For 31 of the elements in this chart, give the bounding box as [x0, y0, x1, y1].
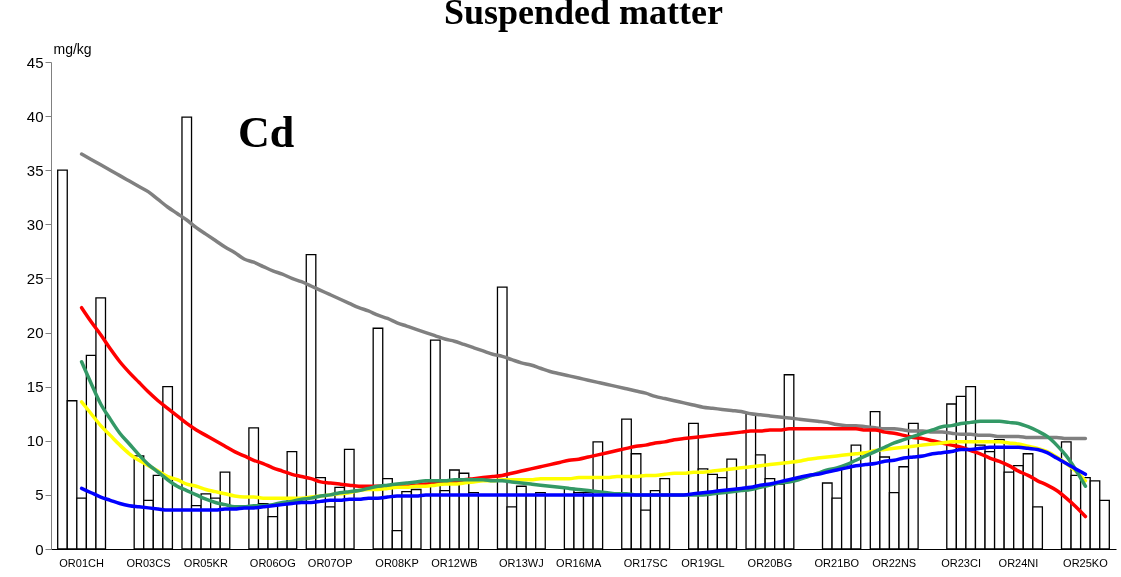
x-tick-label: OR12WB: [431, 556, 478, 569]
x-tick-label: OR08KP: [375, 556, 419, 569]
y-tick-label: 40: [26, 107, 44, 125]
x-tick-label: OR21BO: [814, 556, 860, 569]
y-tick-label: 10: [26, 432, 44, 450]
y-tick-label: 15: [26, 378, 44, 396]
x-tick-label: OR01CH: [59, 556, 104, 569]
x-tick-label: OR07OP: [307, 556, 353, 569]
annotation: Cd: [238, 108, 295, 157]
y-tick-label: 25: [26, 269, 44, 287]
x-tick-label: OR17SC: [623, 556, 668, 569]
x-tick-label: OR06OG: [249, 556, 296, 569]
x-tick-label: OR22NS: [872, 556, 917, 569]
x-tick-label: OR25KO: [1063, 556, 1109, 569]
y-tick-label: 20: [26, 324, 44, 342]
y-axis-title: mg/kg: [53, 40, 92, 57]
y-tick-label: 30: [26, 215, 44, 233]
x-tick-label: OR13WJ: [499, 556, 544, 569]
x-tick-label: OR23CI: [941, 556, 981, 569]
x-tick-label: OR05KR: [183, 556, 228, 569]
line-series: [79, 445, 1088, 512]
x-tick-label: OR16MA: [556, 556, 602, 569]
y-tick-label: 0: [35, 540, 44, 558]
x-tick-label: OR24NI: [998, 556, 1039, 569]
line-series: [79, 152, 1088, 441]
x-tick-label: OR20BG: [747, 556, 793, 569]
x-tick-label: OR19GL: [681, 556, 725, 569]
x-tick-label: OR03CS: [126, 556, 171, 569]
y-tick-label: 45: [26, 53, 44, 71]
y-tick-label: 5: [35, 486, 44, 504]
y-tick-label: 35: [26, 161, 44, 179]
